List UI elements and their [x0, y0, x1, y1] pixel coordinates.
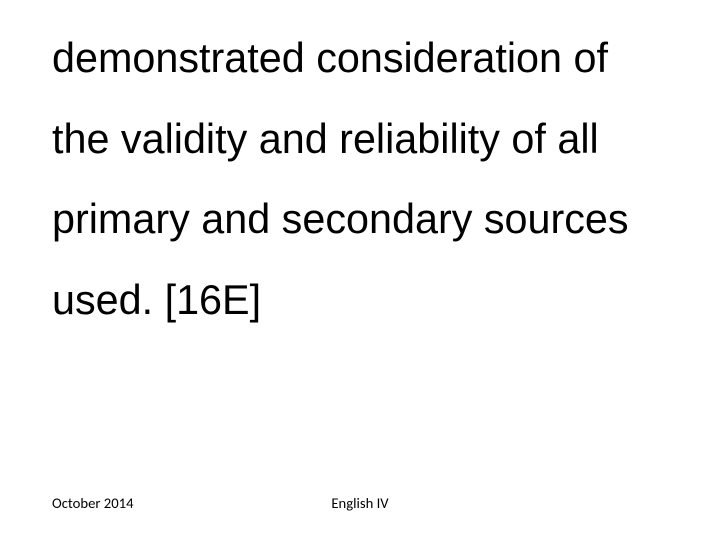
- footer-center: English IV: [0, 494, 720, 512]
- body-text: demonstrated consideration of the validi…: [52, 18, 672, 340]
- slide: demonstrated consideration of the validi…: [0, 0, 720, 540]
